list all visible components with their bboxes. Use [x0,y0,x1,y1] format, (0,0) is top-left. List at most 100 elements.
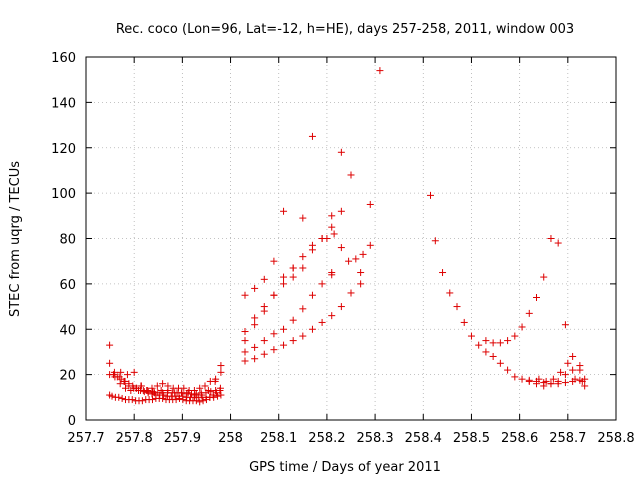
data-point [337,148,345,156]
data-point [196,398,204,406]
data-point [251,284,259,292]
data-point [144,387,152,395]
axis-ticks [85,56,617,421]
data-point [214,392,222,400]
data-point [199,397,207,405]
data-point [211,377,219,385]
data-point [376,67,384,75]
y-tick-label: 20 [59,369,76,384]
data-point [216,384,224,392]
data-point [578,377,586,385]
data-point [270,291,278,299]
data-point [318,318,326,326]
data-point [511,332,519,340]
data-point [337,244,345,252]
data-point [299,214,307,222]
data-point [127,387,135,395]
x-tick-label: 258.6 [501,431,538,446]
data-point [251,343,259,351]
data-point [204,387,212,395]
data-point [569,352,577,360]
data-point [299,264,307,272]
data-point [138,397,146,405]
data-point [164,387,172,395]
data-point [192,397,200,405]
data-point [241,291,249,299]
data-point [198,391,206,399]
grid-lines [86,57,616,420]
x-tick-label: 258.4 [405,431,442,446]
data-point [210,393,218,401]
data-point [111,373,119,381]
data-point [128,396,136,404]
data-point [289,337,297,345]
data-point [431,237,439,245]
data-point [504,366,512,374]
data-point [330,230,338,238]
data-point [337,303,345,311]
y-tick-label: 100 [51,187,76,202]
data-point [357,280,365,288]
data-point [557,368,565,376]
data-point [308,246,316,254]
data-point [192,390,200,398]
data-point [318,280,326,288]
data-point [496,339,504,347]
data-point [270,346,278,354]
data-point [153,382,161,390]
data-point [308,291,316,299]
x-tick-label: 258.5 [453,431,490,446]
data-point [148,384,156,392]
data-point [241,337,249,345]
data-point [366,241,374,249]
data-point [280,280,288,288]
data-point [117,368,125,376]
data-point [518,323,526,331]
data-point [299,332,307,340]
data-point [554,377,562,385]
data-point [569,366,577,374]
data-point [511,373,519,381]
data-point [482,337,490,345]
y-tick-label: 40 [59,323,76,338]
data-point [328,223,336,231]
data-point [260,275,268,283]
data-points [106,67,589,406]
data-point [427,191,434,199]
data-point [525,309,533,317]
data-point [366,200,374,208]
x-tick-label: 258.8 [597,431,634,446]
data-point [467,332,475,340]
data-point [576,362,584,370]
y-tick-label: 120 [51,142,76,157]
data-point [453,303,461,311]
y-tick-label: 160 [51,51,76,66]
data-point [547,380,555,388]
x-tick-label: 258.7 [549,431,586,446]
data-point [554,239,562,247]
data-point [196,384,204,392]
data-point [571,375,579,383]
x-tick-labels: 257.7 257.8 257.9 258 258.1 258.2 258.3 258.4 25… [67,431,634,446]
data-point [241,357,249,365]
data-point [260,303,268,311]
data-point [533,293,540,301]
y-axis-label: STEC from uqrg / TECUs [8,161,23,317]
data-point [489,339,497,347]
data-point [323,235,331,242]
data-point [359,250,367,258]
data-point [308,132,316,140]
data-point [533,380,540,388]
data-point [299,253,307,261]
x-tick-label: 257.8 [116,431,153,446]
data-point [547,235,555,242]
data-point [179,392,187,400]
data-point [561,371,569,379]
data-point [280,325,288,333]
data-point [347,289,355,297]
data-point [171,389,179,397]
data-point [525,377,533,385]
data-point [201,382,209,390]
data-point [159,380,167,388]
